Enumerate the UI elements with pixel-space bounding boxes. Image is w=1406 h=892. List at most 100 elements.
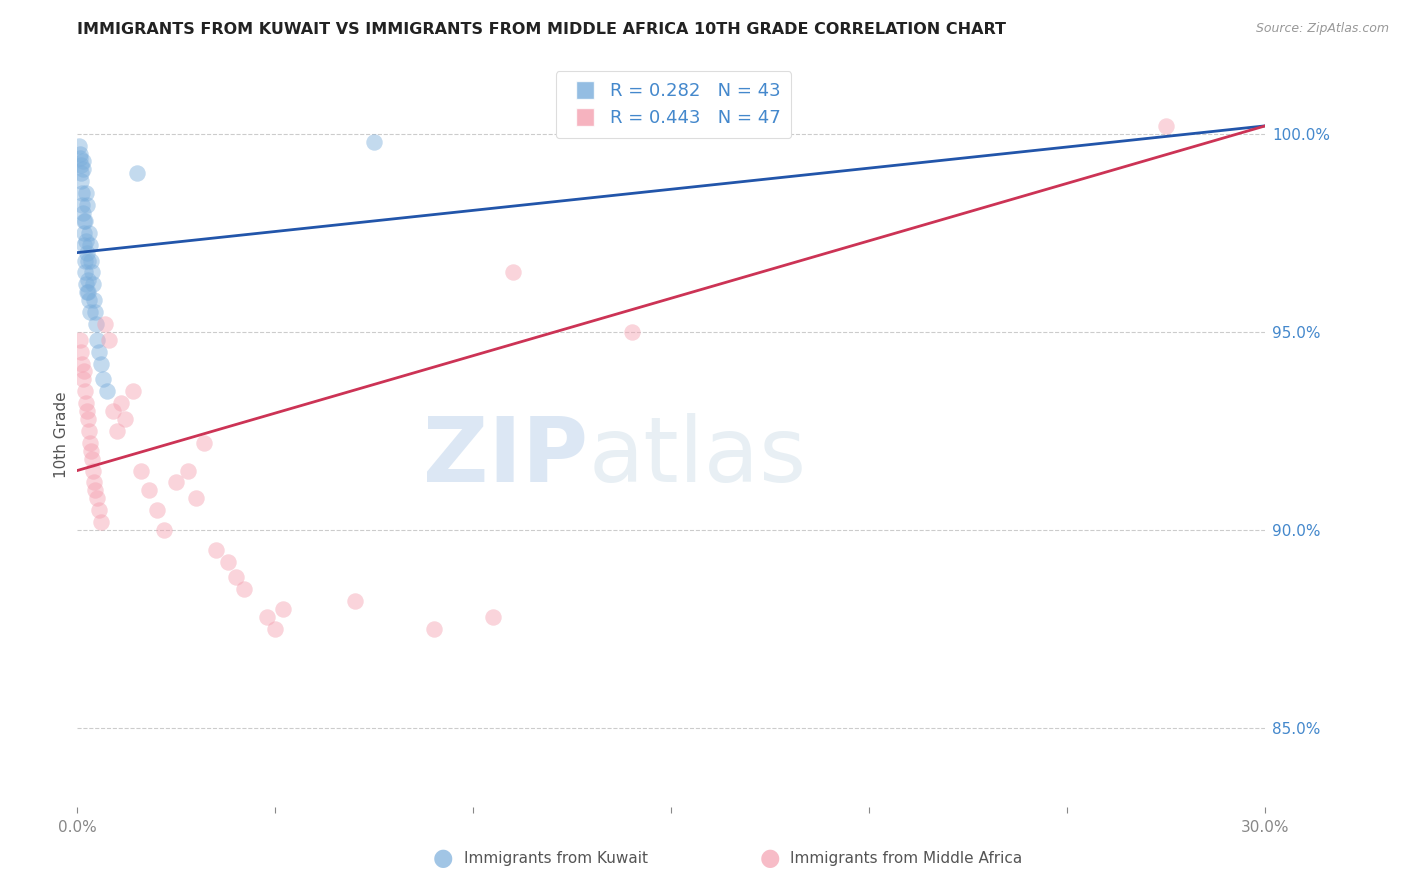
Point: [129, 463, 152, 477]
Point: [73, 214, 96, 228]
Point: [70, 158, 93, 172]
Text: atlas: atlas: [588, 413, 806, 501]
Point: [145, 503, 167, 517]
Point: [70, 357, 93, 371]
Point: [225, 570, 247, 584]
Point: [80, 265, 103, 279]
Point: [72, 162, 94, 177]
Point: [232, 582, 254, 597]
Point: [79, 435, 101, 450]
Point: [90, 515, 112, 529]
Point: [76, 198, 98, 212]
Point: [87, 344, 110, 359]
Point: [256, 610, 278, 624]
Point: [80, 443, 103, 458]
Text: IMMIGRANTS FROM KUWAIT VS IMMIGRANTS FROM MIDDLE AFRICA 10TH GRADE CORRELATION C: IMMIGRANTS FROM KUWAIT VS IMMIGRANTS FRO…: [77, 22, 1007, 37]
Point: [72, 206, 94, 220]
Point: [67, 138, 90, 153]
Point: [82, 463, 104, 477]
Text: ●: ●: [761, 847, 780, 870]
Point: [75, 234, 97, 248]
Point: [620, 325, 643, 339]
Point: [423, 622, 446, 636]
Point: [69, 151, 91, 165]
Point: [343, 594, 366, 608]
Point: [186, 491, 208, 506]
Point: [177, 463, 200, 477]
Point: [217, 555, 239, 569]
Point: [121, 384, 143, 399]
Point: [72, 372, 94, 386]
Point: [77, 285, 100, 300]
Point: [77, 273, 100, 287]
Point: [75, 277, 97, 292]
Point: [69, 146, 91, 161]
Point: [94, 317, 117, 331]
Point: [76, 245, 98, 260]
Point: [77, 424, 100, 438]
Point: [73, 253, 96, 268]
Point: [165, 475, 187, 490]
Point: [83, 475, 105, 490]
Point: [271, 602, 294, 616]
Point: [205, 542, 228, 557]
Point: [153, 523, 176, 537]
Point: [101, 404, 124, 418]
Point: [72, 154, 94, 169]
Point: [70, 344, 93, 359]
Text: Source: ZipAtlas.com: Source: ZipAtlas.com: [1256, 22, 1389, 36]
Point: [79, 237, 101, 252]
Point: [87, 503, 110, 517]
Point: [77, 253, 100, 268]
Point: [72, 198, 94, 212]
Point: [83, 293, 105, 307]
Point: [75, 384, 97, 399]
Point: [90, 357, 112, 371]
Point: [125, 166, 148, 180]
Point: [77, 412, 100, 426]
Legend: R = 0.282   N = 43, R = 0.443   N = 47: R = 0.282 N = 43, R = 0.443 N = 47: [555, 71, 792, 138]
Point: [82, 451, 104, 466]
Point: [70, 186, 93, 201]
Point: [482, 610, 505, 624]
Point: [91, 372, 114, 386]
Point: [193, 435, 215, 450]
Point: [69, 333, 91, 347]
Point: [105, 424, 128, 438]
Point: [75, 214, 97, 228]
Point: [1156, 119, 1178, 133]
Point: [75, 186, 97, 201]
Point: [114, 412, 136, 426]
Text: ZIP: ZIP: [423, 413, 588, 501]
Point: [79, 305, 101, 319]
Point: [70, 166, 93, 180]
Point: [75, 265, 97, 279]
Point: [86, 333, 108, 347]
Point: [86, 491, 108, 506]
Point: [80, 253, 103, 268]
Text: ●: ●: [433, 847, 453, 870]
Point: [73, 226, 96, 240]
Point: [98, 333, 121, 347]
Point: [86, 317, 108, 331]
Point: [502, 265, 524, 279]
Point: [76, 285, 98, 300]
Point: [77, 293, 100, 307]
Point: [77, 226, 100, 240]
Point: [84, 305, 107, 319]
Text: Immigrants from Kuwait: Immigrants from Kuwait: [464, 851, 648, 865]
Point: [138, 483, 160, 498]
Text: Immigrants from Middle Africa: Immigrants from Middle Africa: [790, 851, 1022, 865]
Point: [264, 622, 287, 636]
Point: [75, 396, 97, 410]
Point: [363, 135, 385, 149]
Point: [70, 174, 93, 188]
Point: [82, 277, 104, 292]
Point: [110, 396, 132, 410]
Point: [76, 404, 98, 418]
Point: [73, 364, 96, 378]
Point: [84, 483, 107, 498]
Point: [73, 237, 96, 252]
Point: [96, 384, 118, 399]
Y-axis label: 10th Grade: 10th Grade: [53, 392, 69, 478]
